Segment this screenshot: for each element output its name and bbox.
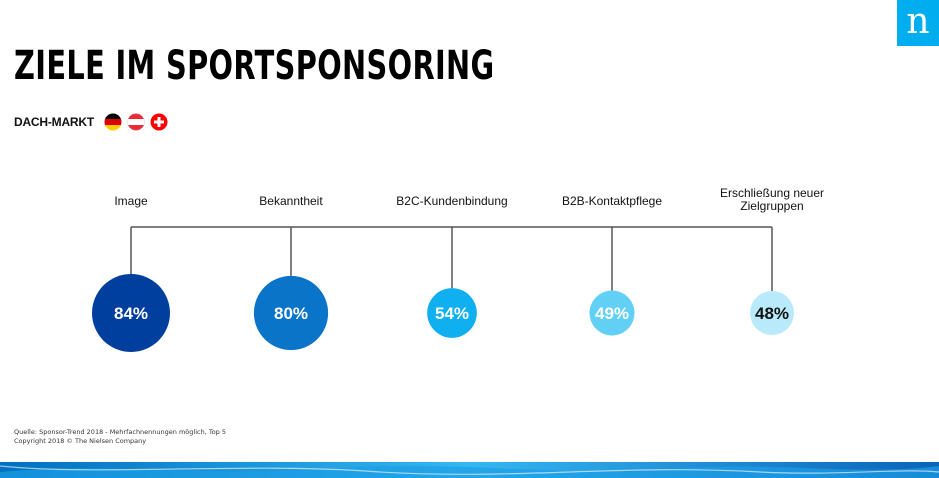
goal-label: Zielgruppen — [740, 199, 803, 213]
decorative-wave-band — [0, 462, 939, 478]
market-label: DACH-MARKT — [14, 115, 94, 129]
goal-percent: 80% — [274, 304, 308, 323]
goal-percent: 49% — [595, 304, 629, 323]
goal-label: B2C-Kundenbindung — [396, 194, 507, 208]
goal-circle — [92, 274, 170, 352]
goal-label: Image — [114, 194, 148, 208]
goal-percent: 84% — [114, 304, 148, 323]
germany-flag-icon — [104, 113, 122, 131]
copyright-note: Copyright 2018 © The Nielsen Company — [14, 437, 147, 445]
market-indicator: DACH-MARKT — [14, 112, 173, 132]
goal-label: Bekanntheit — [259, 194, 323, 208]
nielsen-logo: n — [897, 0, 939, 46]
goal-label: Erschließung neuer — [720, 186, 824, 200]
austria-flag-icon — [127, 113, 145, 131]
goal-circle — [589, 290, 635, 336]
goal-percent: 54% — [435, 304, 469, 323]
goal-circle — [253, 275, 329, 351]
goal-percent: 48% — [755, 304, 789, 323]
goal-circle — [750, 291, 794, 335]
goal-label: B2B-Kontaktpflege — [562, 194, 662, 208]
goal-circle — [427, 288, 477, 338]
footer: Quelle: Sponsor-Trend 2018 - Mehrfachnen… — [14, 428, 226, 446]
source-note: Quelle: Sponsor-Trend 2018 - Mehrfachnen… — [14, 428, 227, 436]
goals-diagram: Image 84% Bekanntheit 80% B2C-Kundenbindung 5… — [92, 186, 824, 352]
switzerland-flag-icon — [150, 113, 168, 131]
page-title: ZIELE IM SPORTSPONSORING — [14, 43, 495, 89]
